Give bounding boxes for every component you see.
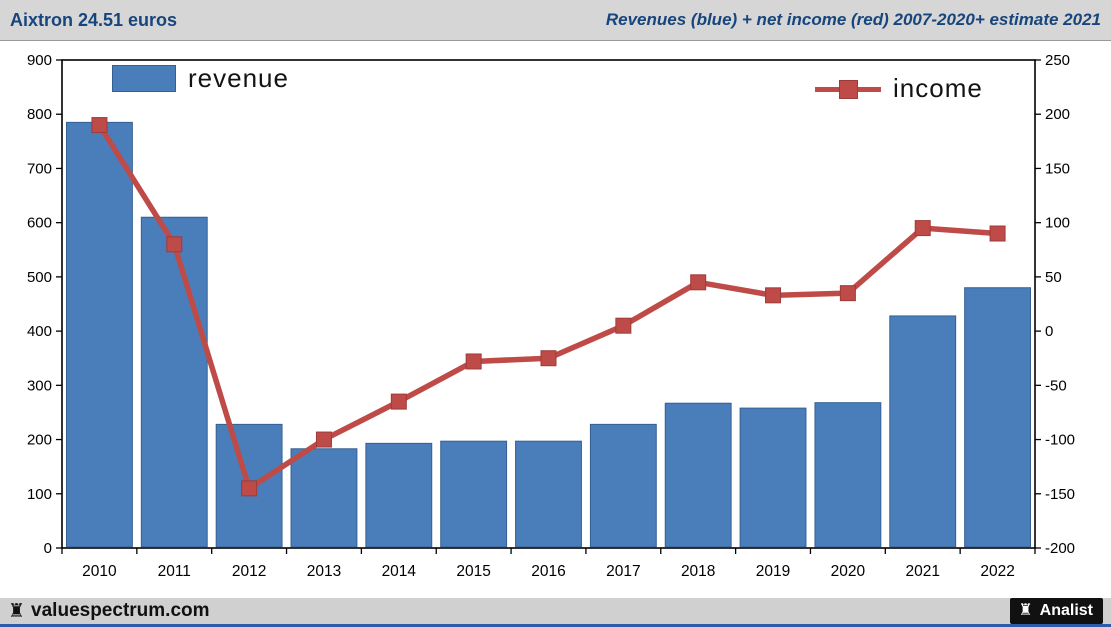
left-axis-tick-label: 900 [27, 52, 52, 69]
income-point-2019 [765, 287, 782, 304]
x-axis-label: 2010 [82, 563, 117, 580]
right-axis-tick-label: -50 [1045, 377, 1067, 394]
x-axis-label: 2019 [756, 563, 790, 580]
brand-name: Analist [1039, 601, 1093, 619]
legend-revenue: revenue [112, 63, 289, 94]
left-axis-tick-label: 0 [44, 540, 52, 557]
income-point-2021 [914, 220, 931, 237]
left-axis-tick-label: 800 [27, 106, 52, 123]
income-point-2013 [315, 431, 332, 448]
left-axis-tick-label: 400 [27, 323, 52, 340]
x-axis-label: 2013 [307, 563, 341, 580]
chart-canvas: 0100200300400500600700800900-200-150-100… [27, 52, 1075, 580]
left-axis-tick-label: 600 [27, 215, 52, 232]
income-point-2014 [390, 393, 407, 410]
footer-bar: ♜ valuespectrum.com ♜ Analist [0, 598, 1111, 624]
x-axis-label: 2018 [681, 563, 715, 580]
income-point-2015 [465, 353, 482, 370]
right-axis-tick-label: -150 [1045, 486, 1075, 503]
x-axis-label: 2017 [606, 563, 640, 580]
revenue-bar-2019 [739, 407, 807, 548]
revenue-bar-2013 [290, 448, 358, 548]
bottom-accent-strip [0, 624, 1111, 627]
revenue-bar-2015 [440, 440, 508, 548]
legend-revenue-label: revenue [188, 63, 289, 93]
right-axis-tick-label: 200 [1045, 106, 1070, 123]
legend-income-label: income [893, 73, 983, 103]
revenue-bar-2014 [365, 442, 433, 548]
x-axis-label: 2021 [905, 563, 939, 580]
site-name: valuespectrum.com [31, 600, 210, 621]
income-point-2016 [540, 350, 557, 367]
income-point-2011 [166, 236, 183, 253]
income-swatch-icon [815, 79, 881, 99]
revenue-bar-2010 [65, 121, 133, 548]
income-point-2018 [690, 274, 707, 291]
income-point-2010 [91, 117, 108, 134]
income-point-2012 [241, 480, 258, 497]
right-axis-tick-label: 100 [1045, 215, 1070, 232]
revenue-bar-2016 [515, 440, 582, 548]
left-axis-tick-label: 300 [27, 377, 52, 394]
legend-income: income [815, 73, 983, 104]
left-axis-tick-label: 200 [27, 432, 52, 449]
right-axis-tick-label: 0 [1045, 323, 1053, 340]
x-axis-label: 2014 [382, 563, 417, 580]
analist-badge: ♜ Analist [1010, 598, 1103, 624]
revenue-swatch-icon [112, 65, 176, 92]
x-axis-label: 2011 [158, 563, 191, 580]
right-axis-tick-label: 150 [1045, 160, 1070, 177]
left-axis-tick-label: 700 [27, 160, 52, 177]
revenue-bar-2021 [889, 315, 957, 548]
x-axis-label: 2022 [980, 563, 1014, 580]
income-point-2017 [615, 317, 632, 334]
income-marker-icon [839, 79, 858, 99]
right-axis-tick-label: 250 [1045, 52, 1070, 69]
ticker-price-title: Aixtron 24.51 euros [10, 9, 178, 30]
header-bar: Aixtron 24.51 euros Revenues (blue) + ne… [0, 0, 1111, 41]
revenue-bar-2022 [964, 287, 1032, 548]
income-point-2020 [839, 285, 856, 302]
x-axis-label: 2015 [456, 563, 490, 580]
right-axis-tick-label: 50 [1045, 269, 1062, 286]
revenue-bar-2018 [664, 402, 732, 548]
rook-icon: ♜ [8, 600, 26, 622]
x-axis-label: 2012 [232, 563, 266, 580]
x-axis-label: 2016 [531, 563, 565, 580]
left-axis-tick-label: 100 [27, 486, 52, 503]
revenue-bar-2020 [814, 402, 882, 548]
revenue-bar-2011 [140, 216, 208, 548]
valuespectrum-logo: ♜ valuespectrum.com [8, 600, 210, 622]
chart-area: 0 100 200 300 400 500 600 700 800 900 -200 -150 -100… [0, 41, 1111, 598]
rook-icon: ♜ [1018, 601, 1033, 619]
right-axis-tick-label: -200 [1045, 540, 1075, 557]
left-axis-tick-label: 500 [27, 269, 52, 286]
x-axis-label: 2020 [831, 563, 866, 580]
income-point-2022 [989, 225, 1006, 242]
revenue-bar-2017 [589, 423, 657, 548]
chart-title: Revenues (blue) + net income (red) 2007-… [605, 10, 1101, 29]
right-axis-tick-label: -100 [1045, 432, 1075, 449]
